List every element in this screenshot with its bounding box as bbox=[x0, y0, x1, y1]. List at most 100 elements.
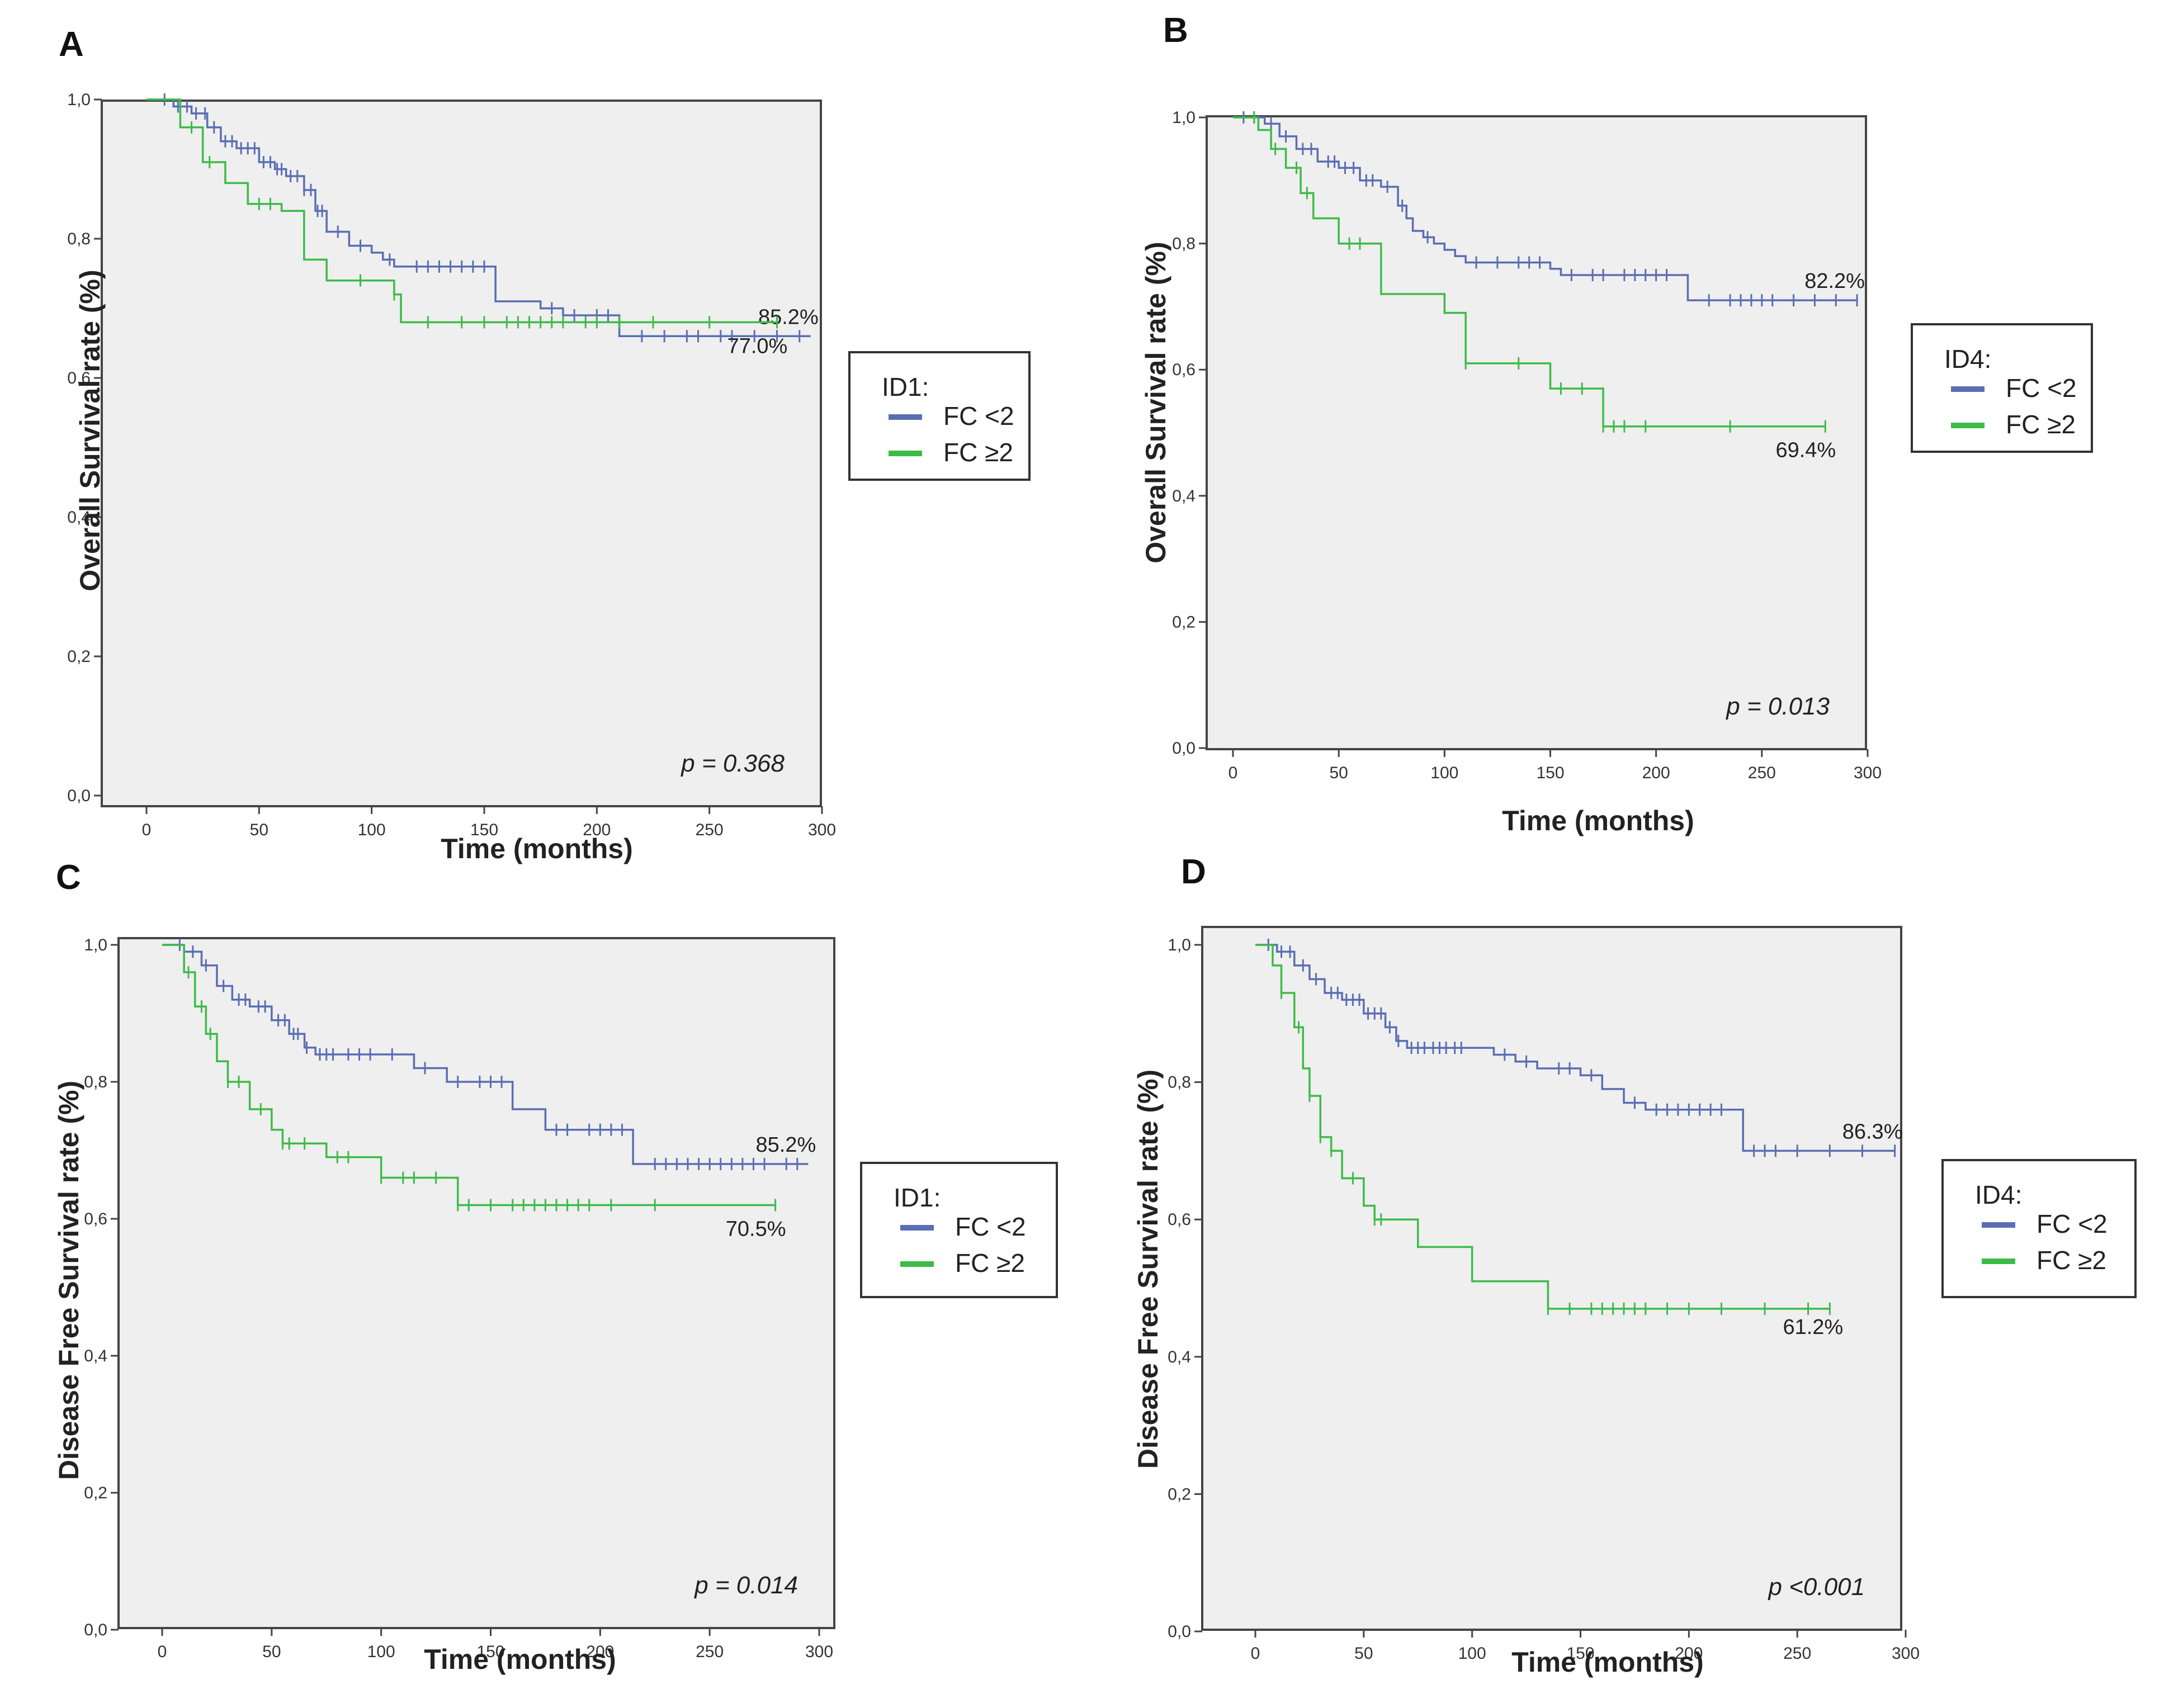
x-tick-label: 200 bbox=[1675, 1644, 1703, 1663]
x-tick-label: 50 bbox=[250, 821, 268, 839]
legend-box bbox=[1911, 323, 2093, 453]
y-tick-label: 0,0 bbox=[84, 1621, 107, 1639]
legend-box bbox=[848, 351, 1031, 481]
panel-letter: D bbox=[1181, 853, 1206, 891]
x-tick-label: 250 bbox=[696, 821, 724, 839]
y-tick-label: 1,0 bbox=[1168, 936, 1191, 954]
legend-title: ID1: bbox=[882, 372, 929, 401]
x-tick-label: 50 bbox=[1329, 764, 1348, 782]
y-tick-label: 0,4 bbox=[1172, 487, 1196, 505]
y-tick-label: 1,0 bbox=[67, 91, 91, 109]
panel-c: C 0 50 100 150 200 250 300 0,0 0,2 0,4 0,6 0,8 1,0 Tim… bbox=[53, 858, 1058, 1675]
legend-title: ID4: bbox=[1975, 1180, 2022, 1209]
x-tick-label: 100 bbox=[1430, 764, 1458, 782]
series-fc-ge2: 70.5% bbox=[162, 944, 786, 1241]
y-tick-label: 0,8 bbox=[1172, 235, 1196, 253]
survival-curve bbox=[147, 98, 811, 338]
x-tick-label: 300 bbox=[1854, 764, 1882, 782]
x-axis-label: Time (months) bbox=[441, 833, 633, 864]
x-tick-label: 100 bbox=[358, 821, 386, 839]
y-tick-label: 1,0 bbox=[1172, 108, 1196, 127]
survival-curve bbox=[162, 944, 809, 1165]
series-fc-lt2: 86.3% bbox=[1255, 939, 1902, 1157]
plot-area bbox=[1201, 926, 1902, 1631]
legend-box bbox=[860, 1162, 1058, 1298]
y-tick-label: 0,6 bbox=[84, 1210, 107, 1228]
panel-b: B 0 50 100 150 200 250 300 0,0 0,2 0,4 0,6 0,8 1,0 Tim… bbox=[1140, 11, 2093, 836]
y-tick-label: 0,2 bbox=[84, 1484, 107, 1502]
end-survival-label: 61.2% bbox=[1783, 1316, 1843, 1339]
y-tick-label: 0,2 bbox=[1172, 613, 1196, 631]
x-tick-label: 50 bbox=[1354, 1644, 1373, 1663]
p-value: p = 0.013 bbox=[1725, 693, 1830, 720]
legend-label: FC ≥2 bbox=[943, 438, 1013, 467]
x-tick-label: 0 bbox=[142, 821, 152, 839]
x-tick-label: 0 bbox=[1229, 764, 1238, 782]
x-tick-label: 150 bbox=[470, 821, 498, 839]
y-tick-label: 0,6 bbox=[1172, 361, 1196, 379]
plot-area bbox=[101, 100, 822, 807]
series-fc-ge2: 61.2% bbox=[1255, 944, 1843, 1339]
y-tick-label: 1,0 bbox=[84, 936, 107, 954]
x-tick-label: 150 bbox=[1536, 764, 1564, 782]
survival-curve bbox=[1233, 116, 1858, 301]
x-tick-label: 0 bbox=[1251, 1644, 1260, 1663]
legend-label: FC <2 bbox=[2006, 373, 2077, 403]
x-tick-label: 200 bbox=[583, 821, 611, 839]
x-tick-label: 300 bbox=[805, 1643, 833, 1661]
legend-title: ID1: bbox=[894, 1183, 941, 1212]
legend-label: FC ≥2 bbox=[955, 1248, 1025, 1278]
legend-label: FC <2 bbox=[943, 401, 1014, 430]
series-fc-ge2: 69.4% bbox=[1233, 111, 1836, 462]
y-tick-label: 0,8 bbox=[1168, 1073, 1191, 1092]
x-tick-label: 200 bbox=[586, 1643, 614, 1661]
x-tick-label: 0 bbox=[158, 1643, 167, 1661]
legend: ID4: FC <2 FC ≥2 bbox=[1911, 323, 2093, 453]
y-tick-label: 0,2 bbox=[1168, 1485, 1191, 1503]
x-tick-label: 150 bbox=[1566, 1644, 1594, 1663]
x-tick-label: 50 bbox=[262, 1643, 281, 1661]
end-survival-label: 85.2% bbox=[758, 305, 819, 329]
y-axis-label: Overall Survival rate (%) bbox=[1140, 242, 1171, 563]
plot-area bbox=[117, 937, 835, 1629]
end-survival-label: 69.4% bbox=[1775, 439, 1836, 462]
y-tick-label: 0,2 bbox=[67, 647, 91, 666]
legend-label: FC <2 bbox=[955, 1212, 1026, 1241]
end-survival-label: 77.0% bbox=[727, 334, 788, 358]
panel-a: A 0 50 100 150 200 250 300 0,0 0,2 0,4 0,6 0,8 1,0 Tim… bbox=[59, 25, 1031, 864]
legend: ID1: FC <2 FC ≥2 bbox=[848, 351, 1031, 481]
x-tick-label: 150 bbox=[476, 1643, 504, 1661]
legend: ID1: FC <2 FC ≥2 bbox=[860, 1162, 1058, 1298]
x-tick-label: 250 bbox=[1783, 1644, 1811, 1663]
y-axis-label: Disease Free Survival rate (%) bbox=[1132, 1070, 1164, 1469]
p-value: p = 0.368 bbox=[680, 750, 785, 777]
y-tick-label: 0,8 bbox=[67, 230, 91, 248]
x-axis-label: Time (months) bbox=[1502, 805, 1694, 836]
legend-label: FC ≥2 bbox=[2006, 410, 2076, 439]
y-tick-label: 0,4 bbox=[1168, 1348, 1191, 1366]
y-tick-label: 0,4 bbox=[84, 1347, 107, 1365]
y-tick-label: 0,8 bbox=[84, 1073, 107, 1091]
end-survival-label: 86.3% bbox=[1842, 1120, 1903, 1143]
survival-curve bbox=[1233, 116, 1826, 428]
series-fc-lt2: 85.2% bbox=[147, 93, 819, 343]
panel-letter: C bbox=[56, 858, 81, 897]
p-value: p = 0.014 bbox=[693, 1572, 798, 1599]
end-survival-label: 85.2% bbox=[756, 1133, 816, 1157]
x-axis-label: Time (months) bbox=[424, 1644, 616, 1675]
x-tick-label: 100 bbox=[1458, 1644, 1486, 1663]
legend-box bbox=[1941, 1159, 2137, 1298]
y-axis-label: Overall Survival rate (%) bbox=[74, 269, 106, 591]
y-tick-label: 0,6 bbox=[1168, 1210, 1191, 1229]
survival-curve bbox=[162, 944, 776, 1207]
y-tick-label: 0,0 bbox=[67, 787, 91, 805]
plot-area bbox=[1206, 115, 1867, 750]
x-tick-label: 250 bbox=[1748, 764, 1776, 782]
x-tick-label: 300 bbox=[1892, 1644, 1920, 1663]
panel-letter: B bbox=[1163, 11, 1188, 50]
y-axis-label: Disease Free Survival rate (%) bbox=[53, 1081, 84, 1480]
x-tick-label: 200 bbox=[1642, 764, 1670, 782]
panel-letter: A bbox=[59, 25, 84, 64]
x-tick-label: 250 bbox=[696, 1643, 724, 1661]
